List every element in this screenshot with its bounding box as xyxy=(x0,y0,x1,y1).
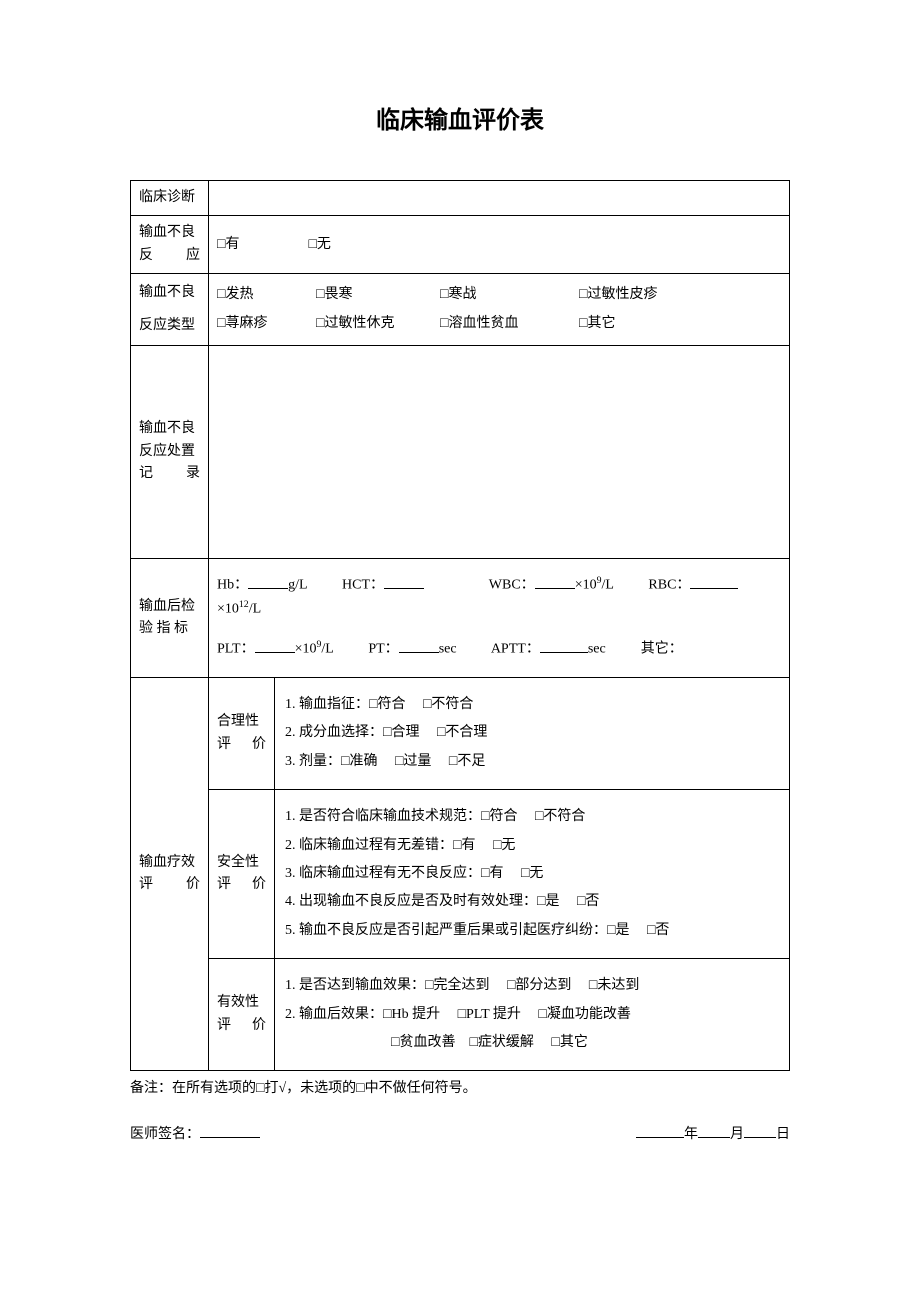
effective-item-2[interactable]: 2. 输血后效果：□Hb 提升 □PLT 提升 □凝血功能改善 xyxy=(285,1004,779,1026)
lab-other: 其它： xyxy=(641,642,683,657)
checkbox-rigor[interactable]: □寒战 xyxy=(440,284,575,306)
input-doctor-sign[interactable] xyxy=(200,1123,260,1138)
row-adverse-type: 输血不良 反应类型 □发热 □畏寒 □寒战 □过敏性皮疹 □荨麻疹 □过敏性休克… xyxy=(131,274,790,346)
input-rbc[interactable] xyxy=(690,574,738,589)
date-fields: 年月日 xyxy=(636,1123,790,1143)
field-effectiveness: 1. 是否达到输血效果：□完全达到 □部分达到 □未达到 2. 输血后效果：□H… xyxy=(275,959,790,1071)
checkbox-hemolytic[interactable]: □溶血性贫血 xyxy=(440,313,575,335)
signature-row: 医师签名： 年月日 xyxy=(130,1123,790,1143)
checkbox-adverse-yes[interactable]: □有 xyxy=(217,234,239,256)
field-lab-indicators: Hb：g/L HCT： WBC：×109/L RBC： ×1012/L PLT：… xyxy=(209,558,790,677)
label-rational: 合理性 评 价 xyxy=(209,678,275,790)
input-year[interactable] xyxy=(636,1123,684,1138)
effective-item-1[interactable]: 1. 是否达到输血效果：□完全达到 □部分达到 □未达到 xyxy=(285,975,779,997)
checkbox-fever[interactable]: □发热 xyxy=(217,284,312,306)
evaluation-table: 临床诊断 输血不良 反 应 □有 □无 输血不良 反应类型 □发热 xyxy=(130,180,790,1071)
checkbox-urticaria[interactable]: □荨麻疹 xyxy=(217,313,312,335)
lab-plt-pre: PLT： xyxy=(217,642,255,657)
safety-item-4[interactable]: 4. 出现输血不良反应是否及时有效处理：□是 □否 xyxy=(285,891,779,913)
rational-item-1[interactable]: 1. 输血指征：□符合 □不符合 xyxy=(285,694,779,716)
field-safety: 1. 是否符合临床输血技术规范：□符合 □不符合 2. 临床输血过程有无差错：□… xyxy=(275,790,790,959)
safety-item-3[interactable]: 3. 临床输血过程有无不良反应：□有 □无 xyxy=(285,863,779,885)
row-lab-indicators: 输血后检 验 指 标 Hb：g/L HCT： WBC：×109/L RBC： ×… xyxy=(131,558,790,677)
label-effectiveness: 有效性 评 价 xyxy=(209,959,275,1071)
input-wbc[interactable] xyxy=(535,574,575,589)
label-adverse-reaction: 输血不良 反 应 xyxy=(131,216,209,274)
field-adverse-reaction: □有 □无 xyxy=(209,216,790,274)
label-lab-indicators: 输血后检 验 指 标 xyxy=(131,558,209,677)
lab-wbc-pre: WBC： xyxy=(489,578,535,593)
page-title: 临床输血评价表 xyxy=(130,100,790,135)
row-adverse-reaction: 输血不良 反 应 □有 □无 xyxy=(131,216,790,274)
row-rational: 输血疗效 评 价 合理性 评 价 1. 输血指征：□符合 □不符合 2. 成分血… xyxy=(131,678,790,790)
doctor-sign: 医师签名： xyxy=(130,1123,260,1143)
field-handle-record[interactable] xyxy=(209,345,790,558)
lab-aptt-pre: APTT： xyxy=(491,642,540,657)
input-hb[interactable] xyxy=(248,574,288,589)
rational-item-2[interactable]: 2. 成分血选择：□合理 □不合理 xyxy=(285,722,779,744)
label-diagnosis: 临床诊断 xyxy=(131,181,209,216)
checkbox-rash[interactable]: □过敏性皮疹 xyxy=(579,284,657,306)
label-adverse-type: 输血不良 反应类型 xyxy=(131,274,209,346)
rational-item-3[interactable]: 3. 剂量：□准确 □过量 □不足 xyxy=(285,751,779,773)
safety-item-5[interactable]: 5. 输血不良反应是否引起严重后果或引起医疗纠纷：□是 □否 xyxy=(285,920,779,942)
lab-hb-unit: g/L xyxy=(288,578,307,593)
lab-hct-pre: HCT： xyxy=(342,578,384,593)
lab-hb-pre: Hb： xyxy=(217,578,248,593)
field-diagnosis[interactable] xyxy=(209,181,790,216)
input-plt[interactable] xyxy=(255,638,295,653)
input-day[interactable] xyxy=(744,1123,776,1138)
lab-pt-pre: PT： xyxy=(368,642,398,657)
safety-item-2[interactable]: 2. 临床输血过程有无差错：□有 □无 xyxy=(285,835,779,857)
checkbox-chills[interactable]: □畏寒 xyxy=(316,284,436,306)
safety-item-1[interactable]: 1. 是否符合临床输血技术规范：□符合 □不符合 xyxy=(285,806,779,828)
footnote: 备注：在所有选项的□打√，未选项的□中不做任何符号。 xyxy=(130,1077,790,1097)
checkbox-anaphylaxis[interactable]: □过敏性休克 xyxy=(316,313,436,335)
lab-rbc-pre: RBC： xyxy=(648,578,690,593)
checkbox-adverse-no[interactable]: □无 xyxy=(308,234,330,256)
input-month[interactable] xyxy=(698,1123,730,1138)
label-efficacy-eval: 输血疗效 评 价 xyxy=(131,678,209,1071)
row-diagnosis: 临床诊断 xyxy=(131,181,790,216)
input-hct[interactable] xyxy=(384,574,424,589)
label-safety: 安全性 评 价 xyxy=(209,790,275,959)
checkbox-other-type[interactable]: □其它 xyxy=(579,313,615,335)
effective-item-3[interactable]: □贫血改善 □症状缓解 □其它 xyxy=(285,1032,779,1054)
label-handle-record: 输血不良 反应处置 记 录 xyxy=(131,345,209,558)
input-pt[interactable] xyxy=(399,638,439,653)
row-safety: 安全性 评 价 1. 是否符合临床输血技术规范：□符合 □不符合 2. 临床输血… xyxy=(131,790,790,959)
row-effectiveness: 有效性 评 价 1. 是否达到输血效果：□完全达到 □部分达到 □未达到 2. … xyxy=(131,959,790,1071)
row-handle-record: 输血不良 反应处置 记 录 xyxy=(131,345,790,558)
page: 临床输血评价表 临床诊断 输血不良 反 应 □有 □无 xyxy=(0,0,920,1302)
field-adverse-type: □发热 □畏寒 □寒战 □过敏性皮疹 □荨麻疹 □过敏性休克 □溶血性贫血 □其… xyxy=(209,274,790,346)
field-rational: 1. 输血指征：□符合 □不符合 2. 成分血选择：□合理 □不合理 3. 剂量… xyxy=(275,678,790,790)
input-aptt[interactable] xyxy=(540,638,588,653)
